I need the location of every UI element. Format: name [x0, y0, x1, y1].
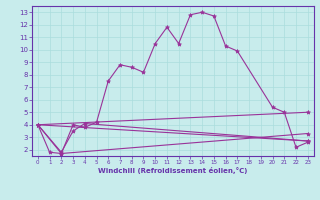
- X-axis label: Windchill (Refroidissement éolien,°C): Windchill (Refroidissement éolien,°C): [98, 167, 247, 174]
